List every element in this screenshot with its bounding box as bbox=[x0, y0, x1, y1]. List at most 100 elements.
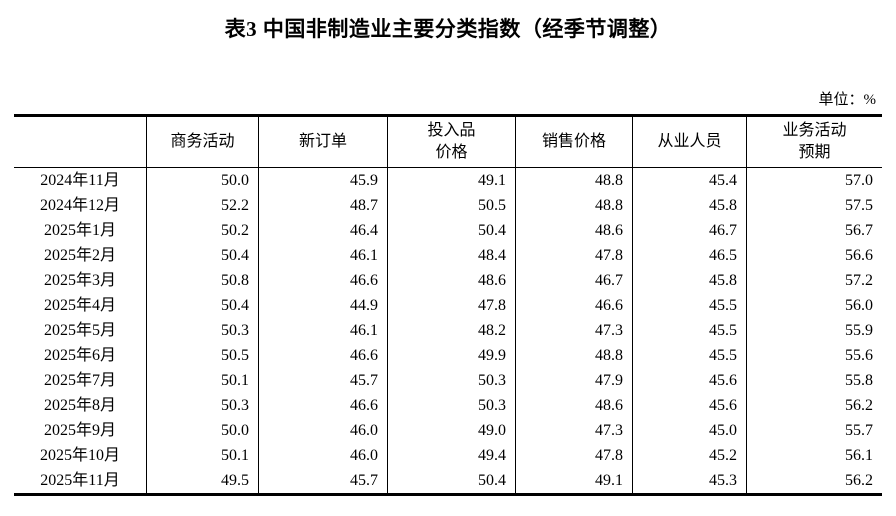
value-cell: 56.7 bbox=[845, 222, 873, 239]
period-cell: 2025年8月 bbox=[14, 393, 147, 418]
value-cell: 45.4 bbox=[632, 167, 747, 193]
value-cell: 46.1 bbox=[258, 243, 388, 268]
value-cell: 57.2 bbox=[845, 272, 873, 289]
value-cell: 45.8 bbox=[632, 268, 747, 293]
table-row: 2025年5月 50.3 46.1 48.2 47.3 45.5 55.9 bbox=[14, 318, 882, 343]
value-cell: 46.6 bbox=[258, 343, 388, 368]
value-cell: 52.2 bbox=[146, 193, 259, 218]
value-cell: 48.2 bbox=[387, 318, 516, 343]
value-cell: 56.0 bbox=[845, 297, 873, 314]
period-cell: 2025年11月 bbox=[14, 468, 147, 495]
table-row: 2025年4月 50.4 44.9 47.8 46.6 45.5 56.0 bbox=[14, 293, 882, 318]
table-row: 2025年10月 50.1 46.0 49.4 47.8 45.2 56.1 bbox=[14, 443, 882, 468]
value-cell: 45.6 bbox=[632, 368, 747, 393]
value-cell: 47.8 bbox=[387, 293, 516, 318]
value-cell: 56.2 bbox=[845, 397, 873, 414]
value-cell: 47.8 bbox=[515, 243, 633, 268]
value-cell: 48.6 bbox=[387, 268, 516, 293]
value-cell: 50.0 bbox=[146, 167, 259, 193]
period-cell: 2025年2月 bbox=[14, 243, 147, 268]
value-cell: 56.2 bbox=[845, 472, 873, 489]
unit-label: 单位：% bbox=[818, 92, 877, 108]
table-row: 2025年9月 50.0 46.0 49.0 47.3 45.0 55.7 bbox=[14, 418, 882, 443]
period-cell: 2025年3月 bbox=[14, 268, 147, 293]
value-cell: 46.7 bbox=[515, 268, 633, 293]
value-cell: 50.3 bbox=[146, 393, 259, 418]
period-cell: 2025年5月 bbox=[14, 318, 147, 343]
value-cell: 55.8 bbox=[845, 372, 873, 389]
value-cell: 45.9 bbox=[258, 167, 388, 193]
value-cell: 46.6 bbox=[258, 393, 388, 418]
period-cell: 2025年10月 bbox=[14, 443, 147, 468]
table-head: 商务活动 新订单 投入品 价格 销售价格 从业人员 业务活动 预期 bbox=[14, 115, 882, 168]
value-cell: 50.1 bbox=[146, 368, 259, 393]
value-cell: 46.6 bbox=[515, 293, 633, 318]
value-cell: 45.2 bbox=[632, 443, 747, 468]
value-cell: 56.6 bbox=[845, 247, 873, 264]
value-cell: 45.5 bbox=[632, 343, 747, 368]
value-cell: 46.0 bbox=[258, 443, 388, 468]
value-cell: 48.8 bbox=[515, 167, 633, 193]
value-cell: 45.7 bbox=[258, 368, 388, 393]
value-cell: 45.7 bbox=[258, 468, 388, 495]
table-row: 2025年2月 50.4 46.1 48.4 47.8 46.5 56.6 bbox=[14, 243, 882, 268]
value-cell: 55.7 bbox=[845, 422, 873, 439]
value-cell: 49.4 bbox=[387, 443, 516, 468]
table-row: 2025年8月 50.3 46.6 50.3 48.6 45.6 56.2 bbox=[14, 393, 882, 418]
value-cell: 47.8 bbox=[515, 443, 633, 468]
data-table: 商务活动 新订单 投入品 价格 销售价格 从业人员 业务活动 预期 2024年11月 50.… bbox=[14, 114, 882, 496]
value-cell: 47.3 bbox=[515, 418, 633, 443]
table-row: 2024年12月 52.2 48.7 50.5 48.8 45.8 57.5 bbox=[14, 193, 882, 218]
value-cell: 50.1 bbox=[146, 443, 259, 468]
value-cell: 44.9 bbox=[258, 293, 388, 318]
value-cell: 50.5 bbox=[146, 343, 259, 368]
value-cell: 50.3 bbox=[146, 318, 259, 343]
value-cell: 50.4 bbox=[387, 218, 516, 243]
value-cell: 48.6 bbox=[515, 218, 633, 243]
column-header: 从业人员 bbox=[632, 115, 747, 168]
value-cell: 45.3 bbox=[632, 468, 747, 495]
value-cell: 46.4 bbox=[258, 218, 388, 243]
period-cell: 2024年11月 bbox=[14, 167, 147, 193]
period-cell: 2025年1月 bbox=[14, 218, 147, 243]
table-row: 2025年7月 50.1 45.7 50.3 47.9 45.6 55.8 bbox=[14, 368, 882, 393]
value-cell: 45.8 bbox=[632, 193, 747, 218]
value-cell: 45.5 bbox=[632, 318, 747, 343]
value-cell: 45.6 bbox=[632, 393, 747, 418]
value-cell: 49.9 bbox=[387, 343, 516, 368]
header-row: 商务活动 新订单 投入品 价格 销售价格 从业人员 业务活动 预期 bbox=[14, 115, 882, 168]
value-cell: 50.0 bbox=[146, 418, 259, 443]
period-cell: 2025年6月 bbox=[14, 343, 147, 368]
period-cell: 2025年4月 bbox=[14, 293, 147, 318]
value-cell: 56.1 bbox=[845, 447, 873, 464]
value-cell: 48.6 bbox=[515, 393, 633, 418]
value-cell: 45.0 bbox=[632, 418, 747, 443]
value-cell: 50.5 bbox=[387, 193, 516, 218]
value-cell: 49.5 bbox=[146, 468, 259, 495]
value-cell: 46.1 bbox=[258, 318, 388, 343]
table-row: 2025年1月 50.2 46.4 50.4 48.6 46.7 56.7 bbox=[14, 218, 882, 243]
table-row: 2025年6月 50.5 46.6 49.9 48.8 45.5 55.6 bbox=[14, 343, 882, 368]
value-cell: 50.4 bbox=[146, 243, 259, 268]
table-body: 2024年11月 50.0 45.9 49.1 48.8 45.4 57.0 2024年12月… bbox=[14, 167, 882, 495]
value-cell: 55.6 bbox=[845, 347, 873, 364]
table-title: 表3 中国非制造业主要分类指数（经季节调整） bbox=[224, 17, 672, 41]
value-cell: 46.0 bbox=[258, 418, 388, 443]
column-header: 业务活动 预期 bbox=[746, 115, 882, 168]
value-cell: 46.6 bbox=[258, 268, 388, 293]
column-header: 投入品 价格 bbox=[387, 115, 516, 168]
value-cell: 49.1 bbox=[387, 167, 516, 193]
column-header: 商务活动 bbox=[146, 115, 259, 168]
value-cell: 57.0 bbox=[845, 172, 873, 189]
value-cell: 50.8 bbox=[146, 268, 259, 293]
table-row: 2024年11月 50.0 45.9 49.1 48.8 45.4 57.0 bbox=[14, 167, 882, 193]
value-cell: 48.8 bbox=[515, 193, 633, 218]
value-cell: 50.3 bbox=[387, 368, 516, 393]
value-cell: 48.4 bbox=[387, 243, 516, 268]
value-cell: 48.7 bbox=[258, 193, 388, 218]
value-cell: 46.5 bbox=[632, 243, 747, 268]
value-cell: 50.3 bbox=[387, 393, 516, 418]
value-cell: 50.2 bbox=[146, 218, 259, 243]
value-cell: 49.1 bbox=[515, 468, 633, 495]
